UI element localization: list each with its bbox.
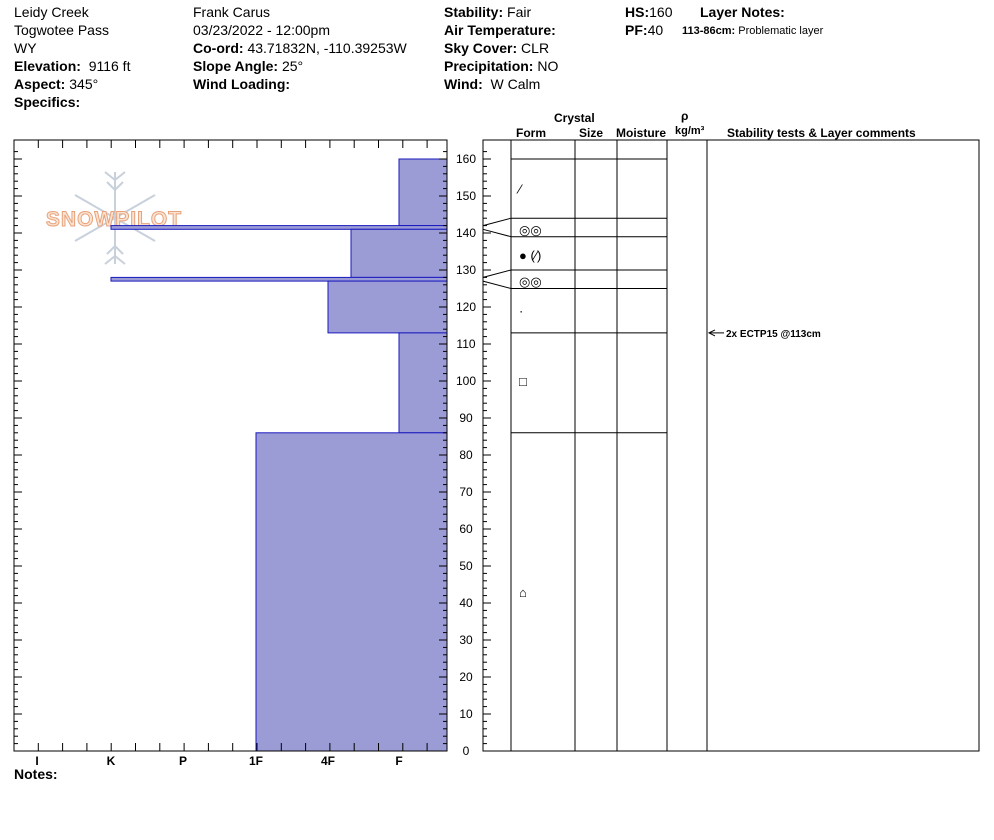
location-state: WY [14,40,37,56]
stability-tests-header: Stability tests & Layer comments [727,126,916,140]
hardness-layer-bar [255,432,448,752]
rho-header: ρ [681,109,689,123]
hardness-layer-bar [398,158,448,227]
hs: HS:160 [625,4,672,20]
size-header: Size [579,126,604,140]
hardness-layer-bar [327,280,448,334]
crystal-form-symbol: ◎◎ [519,222,542,237]
slope-value: 25° [281,58,304,74]
layer-note-text: Problematic layer [738,25,824,37]
elevation: Elevation: 9116 ft [14,58,130,74]
hardness-tick-label: K [107,754,116,768]
layer-connector-line [482,280,512,289]
hardness-tick-label: 1F [249,754,263,768]
stability: Stability: Fair [444,4,531,20]
hardness-layer-bar [398,332,448,434]
observer-name: Frank Carus [193,4,271,20]
hardness-tick-label: P [179,754,187,768]
crystal-form-symbol: · [519,304,523,319]
elevation-value: 9116 ft [88,58,131,74]
stability-label: Stability: [444,4,504,20]
layer-note: 113-86cm: Problematic layer [682,23,823,39]
hardness-tick-label: 4F [321,754,335,768]
wind-loading-label: Wind Loading: [193,76,291,92]
height-tick-label: 80 [459,448,473,462]
moisture-header: Moisture [616,126,667,140]
layer-connector-line [482,269,512,278]
height-tick-label: 10 [459,707,473,721]
height-tick-label: 110 [456,337,475,351]
aspect: Aspect: 345° [14,76,98,92]
sky-value: CLR [521,40,550,56]
pf-value: 40 [647,22,664,38]
precip-value: NO [537,58,559,74]
height-tick-label: 100 [456,374,476,388]
height-tick-label: 60 [459,522,473,536]
elevation-label: Elevation: [14,58,81,74]
wind-label: Wind: [444,76,483,92]
crystal-form-symbol: □ [519,374,527,389]
wind: Wind: W Calm [444,76,540,92]
notes-label: Notes: [14,766,58,782]
height-tick-label: 120 [456,300,476,314]
hardness-tick-label: I [35,754,38,768]
hs-label: HS: [625,4,650,20]
layer-connector-line [482,228,512,238]
slope-label: Slope Angle: [193,58,279,74]
precip-label: Precipitation: [444,58,534,74]
test-arrow-icon [707,329,716,337]
hardness-plot-frame [13,139,448,752]
height-tick-label: 70 [459,485,473,499]
layer-note-range: 113-86cm: [682,25,736,37]
hardness-layer-bar [110,225,448,230]
height-tick-label: 30 [459,633,473,647]
pf-label: PF: [625,22,648,38]
slope-angle: Slope Angle: 25° [193,58,303,74]
hardness-layer-bar [350,228,448,278]
crystal-form-symbol: ⁄ [516,182,523,197]
aspect-value: 345° [69,76,99,92]
height-tick-label: 140 [456,226,476,240]
crystal-form-symbol: ◎◎ [519,274,542,289]
height-tick-label: 150 [456,189,476,203]
location-name: Leidy Creek [14,4,89,20]
form-header: Form [516,126,546,140]
stability-test-comment: 2x ECTP15 @113cm [726,329,821,340]
height-tick-label: 90 [459,411,473,425]
height-tick-label: 50 [459,559,473,573]
air-temp-label: Air Temperature: [444,22,556,38]
height-tick-label: 0 [463,744,470,758]
observation-datetime: 03/23/2022 - 12:00pm [193,22,330,38]
height-tick-label: 40 [459,596,473,610]
location-pass: Togwotee Pass [14,22,109,38]
layer-connector-line [482,217,512,227]
aspect-label: Aspect: [14,76,66,92]
precipitation: Precipitation: NO [444,58,558,74]
wind-value: W Calm [490,76,541,92]
hardness-tick-label: F [395,754,402,768]
specifics-label: Specifics: [14,94,81,110]
coordinates: Co-ord: 43.71832N, -110.39253W [193,40,407,56]
pf: PF:40 [625,22,663,38]
height-tick-label: 160 [456,152,476,166]
sky-label: Sky Cover: [444,40,518,56]
stability-value: Fair [507,4,532,20]
height-tick-label: 130 [456,263,476,277]
crystal-form-symbol: ● (⁄) [519,248,541,263]
profile-table-frame [482,139,980,752]
sky-cover: Sky Cover: CLR [444,40,549,56]
coord-label: Co-ord: [193,40,244,56]
crystal-header: Crystal [554,111,595,125]
height-tick-label: 20 [459,670,473,684]
hardness-layer-bar [110,276,448,282]
hs-value: 160 [649,4,673,20]
crystal-form-symbol: ⌂ [519,585,527,600]
coord-value: 43.71832N, -110.39253W [247,40,407,56]
density-unit-header: kg/m³ [675,125,705,137]
layer-notes-label: Layer Notes: [700,4,785,20]
